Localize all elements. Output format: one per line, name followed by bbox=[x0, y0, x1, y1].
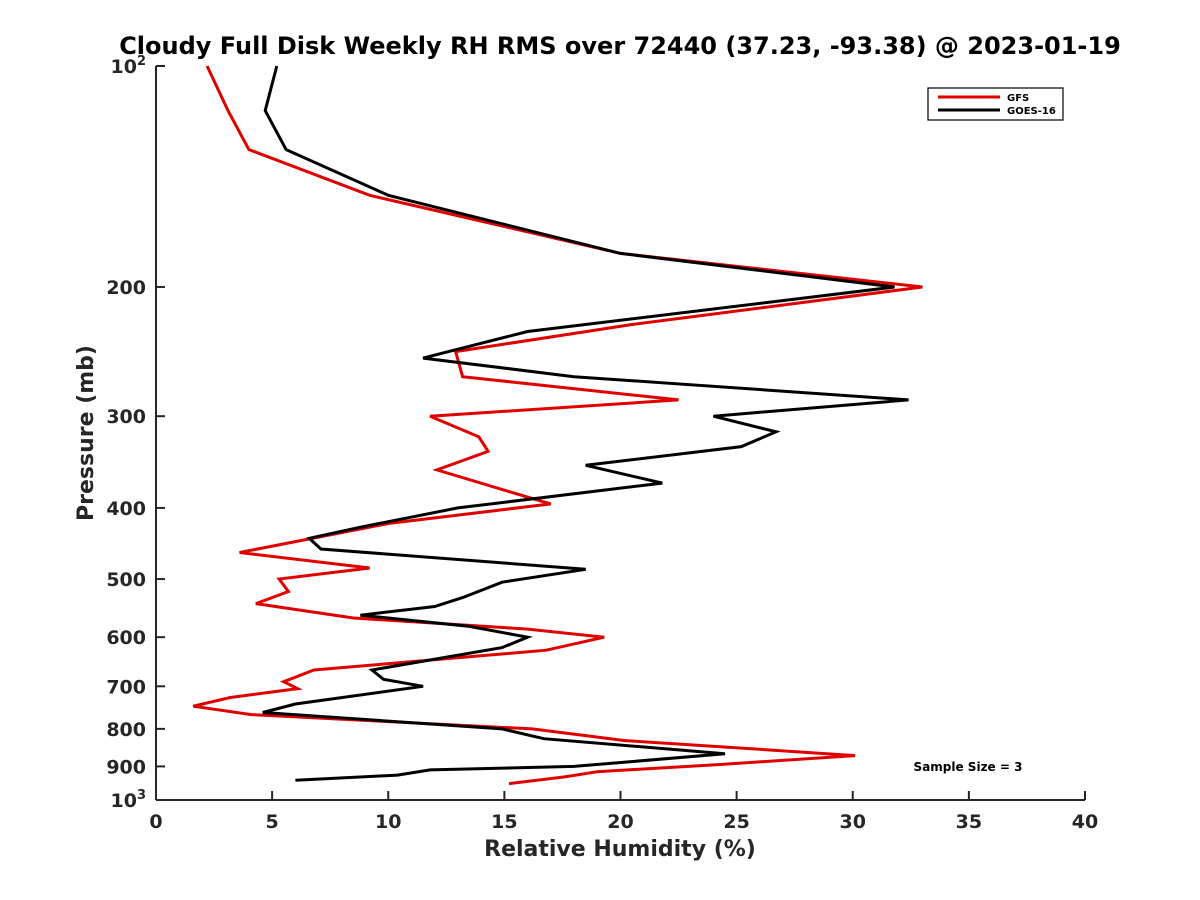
x-tick-label: 5 bbox=[266, 811, 279, 833]
series-layer bbox=[192, 65, 923, 786]
y-tick-label: 400 bbox=[106, 498, 146, 520]
legend-label-goes-16: GOES-16 bbox=[1007, 106, 1056, 117]
y-tick-label: 102 bbox=[111, 54, 147, 78]
y-tick-label: 700 bbox=[106, 676, 146, 698]
x-axis-label: Relative Humidity (%) bbox=[484, 837, 756, 862]
chart-title: Cloudy Full Disk Weekly RH RMS over 7244… bbox=[119, 32, 1121, 60]
x-tick-label: 40 bbox=[1072, 811, 1098, 833]
y-tick-label: 200 bbox=[106, 277, 146, 299]
x-tick-label: 25 bbox=[723, 811, 749, 833]
x-tick-label: 35 bbox=[956, 811, 982, 833]
y-tick-label: 900 bbox=[106, 756, 146, 778]
x-tick-label: 15 bbox=[491, 811, 517, 833]
legend-label-gfs: GFS bbox=[1007, 93, 1029, 104]
legend-box bbox=[927, 87, 1064, 121]
sample-size-annotation: Sample Size = 3 bbox=[914, 760, 1023, 774]
series-line-goes-16 bbox=[262, 65, 909, 782]
x-tick-label: 10 bbox=[375, 811, 401, 833]
y-tick-label: 300 bbox=[106, 406, 146, 428]
x-tick-label: 30 bbox=[840, 811, 866, 833]
x-tick-label: 20 bbox=[607, 811, 633, 833]
y-tick-label: 600 bbox=[106, 627, 146, 649]
x-tick-label: 0 bbox=[149, 811, 162, 833]
y-tick-label: 800 bbox=[106, 719, 146, 741]
axes-layer: 0 5 10 15 20 25 30 35 40 102 200 300 400 500 600 700 800… bbox=[106, 54, 1098, 833]
y-tick-label: 500 bbox=[106, 569, 146, 591]
series-line-gfs bbox=[192, 65, 923, 786]
y-axis-label: Pressure (mb) bbox=[74, 345, 99, 521]
legend: GFS GOES-16 bbox=[927, 87, 1064, 121]
y-tick-label: 103 bbox=[111, 788, 147, 812]
